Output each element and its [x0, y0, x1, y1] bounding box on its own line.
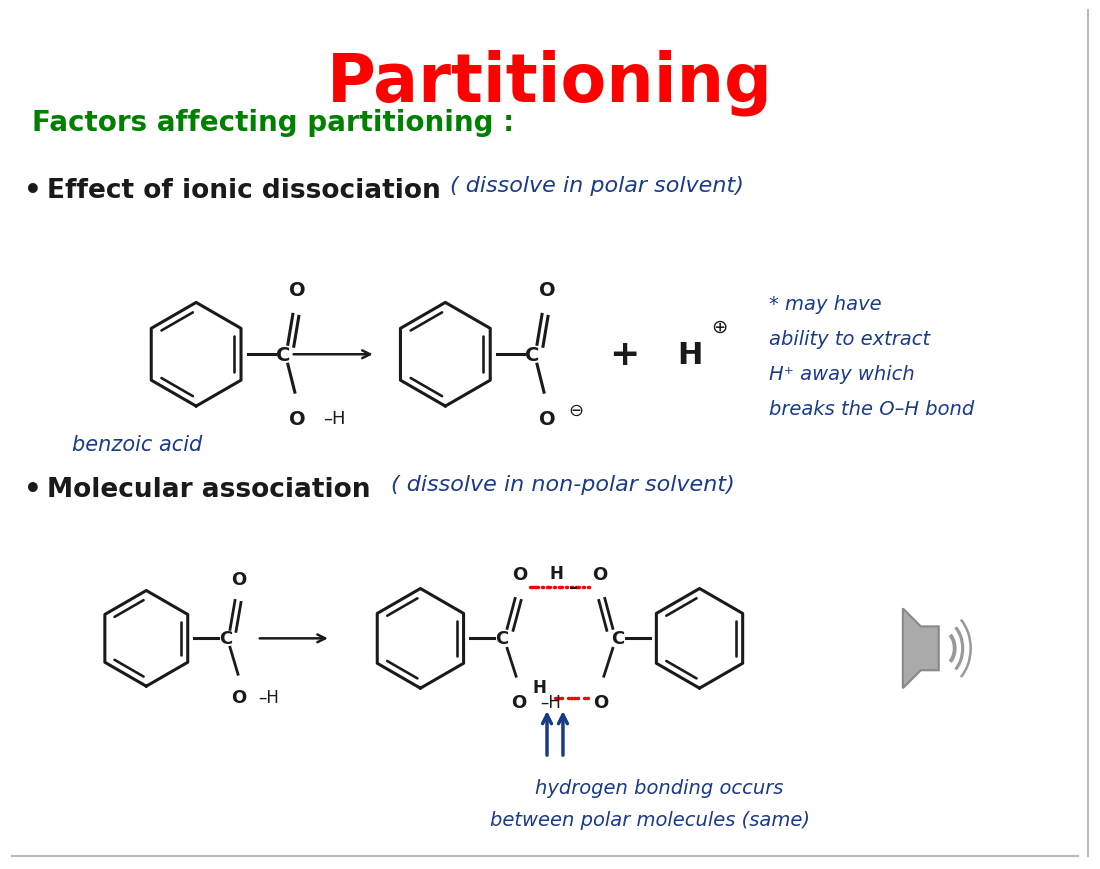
Text: O: O — [231, 688, 246, 706]
Text: –H: –H — [257, 688, 278, 706]
Text: ( dissolve in non-polar solvent): ( dissolve in non-polar solvent) — [390, 474, 735, 494]
Text: –H: –H — [322, 409, 345, 428]
Text: O: O — [539, 281, 556, 300]
Text: Partitioning: Partitioning — [327, 50, 773, 116]
Text: O: O — [593, 693, 608, 712]
Text: ⊕: ⊕ — [712, 317, 727, 336]
Text: between polar molecules (same): between polar molecules (same) — [491, 810, 811, 829]
Text: C: C — [219, 630, 233, 647]
Text: O: O — [539, 409, 556, 428]
Text: H: H — [676, 341, 702, 369]
Text: ⊖: ⊖ — [568, 401, 583, 420]
Polygon shape — [903, 609, 938, 688]
Text: breaks the O–H bond: breaks the O–H bond — [769, 400, 975, 419]
Text: C: C — [525, 345, 539, 364]
Text: C: C — [495, 630, 509, 647]
Text: Factors affecting partitioning :: Factors affecting partitioning : — [32, 109, 514, 137]
Text: ( dissolve in polar solvent): ( dissolve in polar solvent) — [450, 176, 745, 196]
Text: H: H — [549, 564, 563, 582]
Text: •: • — [24, 475, 42, 503]
Text: C: C — [276, 345, 290, 364]
Text: O: O — [289, 409, 306, 428]
Text: H⁺ away which: H⁺ away which — [769, 365, 915, 384]
Text: hydrogen bonding occurs: hydrogen bonding occurs — [535, 778, 783, 797]
Text: O: O — [512, 693, 527, 712]
Text: Effect of ionic dissociation: Effect of ionic dissociation — [46, 177, 440, 203]
Text: ability to extract: ability to extract — [769, 330, 931, 349]
Text: * may have: * may have — [769, 295, 882, 314]
Text: C: C — [612, 630, 625, 647]
Text: H: H — [532, 679, 546, 696]
Text: –: – — [570, 578, 579, 596]
Text: +: + — [609, 338, 640, 372]
Text: O: O — [231, 570, 246, 587]
Text: Molecular association: Molecular association — [46, 476, 370, 502]
Text: –H: –H — [540, 693, 561, 712]
Text: O: O — [289, 281, 306, 300]
Text: O: O — [592, 565, 607, 583]
Text: benzoic acid: benzoic acid — [72, 434, 201, 454]
Text: •: • — [24, 176, 42, 204]
Text: O: O — [513, 565, 528, 583]
